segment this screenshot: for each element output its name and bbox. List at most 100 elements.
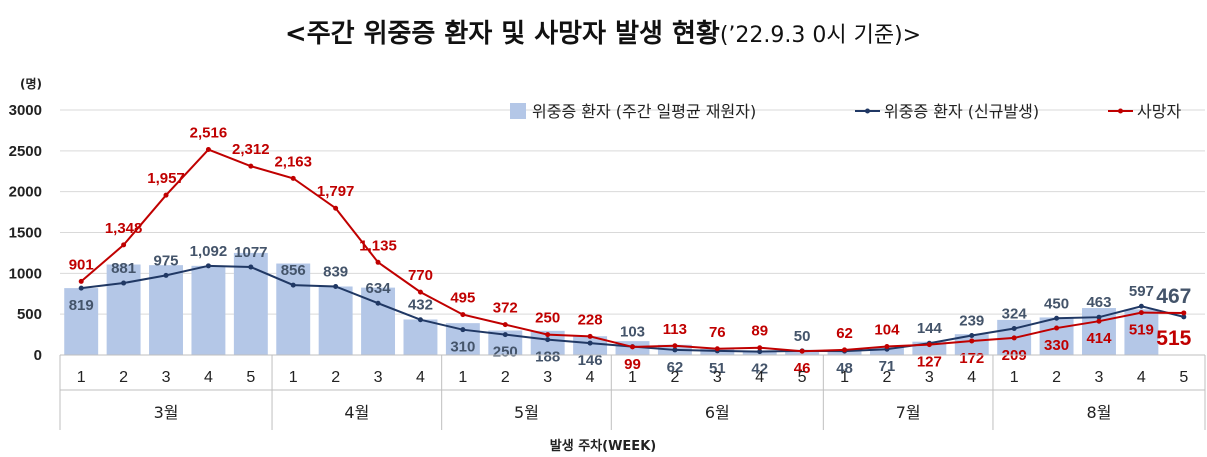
x-tick-week: 5	[798, 369, 807, 386]
legend-label-bar: 위중증 환자 (주간 일평균 재원자)	[532, 102, 756, 121]
point-deaths	[290, 175, 296, 181]
data-label-new-severe: 856	[281, 262, 306, 279]
x-tick-week: 1	[1010, 369, 1019, 386]
x-tick-month: 5월	[514, 403, 539, 422]
data-label-new-severe: 839	[323, 263, 348, 280]
point-deaths	[757, 345, 763, 351]
y-tick-label: 500	[17, 306, 42, 323]
legend-label-new-severe: 위중증 환자 (신규발생)	[884, 102, 1039, 121]
y-tick-label: 0	[34, 347, 42, 364]
x-tick-week: 3	[925, 369, 934, 386]
point-deaths	[714, 346, 720, 352]
data-label-new-severe: 463	[1086, 294, 1111, 311]
point-deaths	[842, 347, 848, 353]
point-new-severe	[502, 332, 508, 338]
point-new-severe	[672, 347, 678, 353]
x-tick-month: 3월	[154, 403, 179, 422]
data-label-deaths: 76	[709, 324, 726, 341]
point-new-severe	[248, 264, 254, 270]
data-label-deaths: 515	[1156, 327, 1191, 350]
x-tick-month: 6월	[705, 403, 730, 422]
data-label-new-severe: 1077	[234, 244, 267, 261]
chart-title: <주간 위중증 환자 및 사망자 발생 현황(’22.9.3 0시 기준)>	[285, 19, 921, 49]
y-tick-label: 3000	[9, 102, 42, 119]
data-label-deaths: 372	[493, 300, 518, 317]
legend-label-deaths: 사망자	[1137, 102, 1181, 121]
data-label-deaths: 519	[1129, 322, 1154, 339]
x-tick-month: 8월	[1087, 403, 1112, 422]
y-tick-label: 2500	[9, 143, 42, 160]
y-tick-label: 2000	[9, 184, 42, 201]
x-tick-week: 4	[755, 369, 764, 386]
point-new-severe	[545, 337, 551, 343]
y-tick-label: 1000	[9, 265, 42, 282]
data-label-deaths: 2,312	[232, 141, 270, 158]
data-label-new-severe: 48	[836, 360, 853, 377]
x-tick-week: 5	[246, 369, 255, 386]
point-new-severe	[1054, 315, 1060, 321]
point-deaths	[926, 342, 932, 348]
chart-title-sub: (’22.9.3 0시 기준)>	[720, 23, 921, 48]
data-label-new-severe: 432	[408, 297, 433, 314]
x-tick-week: 1	[289, 369, 298, 386]
x-tick-month: 4월	[344, 403, 369, 422]
data-label-new-severe: 881	[111, 260, 136, 277]
data-label-new-severe: 1,092	[190, 243, 228, 260]
x-tick-week: 4	[586, 369, 595, 386]
bar-inpatient	[1124, 309, 1159, 355]
data-label-new-severe: 634	[366, 280, 392, 297]
y-unit-label: (명)	[20, 77, 42, 91]
bar-inpatient	[64, 288, 99, 355]
data-label-deaths: 228	[578, 311, 603, 328]
data-label-new-severe: 239	[959, 312, 984, 329]
point-deaths	[672, 343, 678, 349]
data-label-deaths: 770	[408, 267, 433, 284]
x-tick-week: 3	[374, 369, 383, 386]
y-axis-ticks: 0 500 1000 1500 2000 2500 3000	[9, 102, 42, 364]
data-labels: 901 819 1,348 881 1,957 975 2,516 1,092 2,312 107…	[69, 125, 1192, 378]
data-label-deaths: 172	[959, 350, 984, 367]
point-new-severe	[417, 317, 423, 323]
point-deaths	[1096, 318, 1102, 324]
x-tick-week: 2	[501, 369, 510, 386]
data-label-deaths: 901	[69, 256, 94, 273]
point-new-severe	[290, 282, 296, 288]
data-label-deaths: 1,348	[105, 220, 143, 237]
x-tick-week: 1	[77, 369, 86, 386]
x-axis-title: 발생 주차(WEEK)	[550, 438, 656, 454]
point-new-severe	[78, 285, 84, 291]
data-label-deaths: 104	[874, 322, 900, 339]
data-label-deaths: 414	[1086, 330, 1112, 347]
data-label-new-severe: 103	[620, 324, 645, 341]
bar-inpatient	[318, 286, 353, 355]
x-tick-week: 2	[119, 369, 128, 386]
point-new-severe	[757, 349, 763, 355]
point-deaths	[163, 192, 169, 198]
point-new-severe	[969, 332, 975, 338]
data-label-new-severe: 467	[1156, 285, 1191, 308]
data-label-new-severe: 50	[794, 328, 811, 345]
point-new-severe	[1011, 326, 1017, 332]
point-deaths	[1138, 310, 1144, 316]
x-tick-week: 3	[543, 369, 552, 386]
point-deaths	[375, 259, 381, 265]
data-label-new-severe: 146	[578, 352, 603, 369]
data-label-new-severe: 51	[709, 360, 726, 377]
data-label-new-severe: 71	[879, 358, 896, 375]
point-deaths	[1054, 325, 1060, 331]
point-deaths	[248, 163, 254, 169]
data-label-new-severe: 62	[667, 359, 684, 376]
point-new-severe	[1138, 303, 1144, 309]
bar-inpatient	[149, 265, 183, 355]
data-label-new-severe: 188	[535, 349, 560, 366]
data-label-new-severe: 144	[917, 320, 943, 337]
point-deaths	[502, 322, 508, 328]
data-label-new-severe: 819	[69, 297, 94, 314]
x-tick-week: 1	[458, 369, 467, 386]
data-label-new-severe: 324	[1002, 306, 1028, 323]
point-deaths	[799, 348, 805, 354]
legend-swatch-bar	[510, 103, 526, 119]
x-tick-week: 2	[1052, 369, 1061, 386]
point-new-severe	[375, 300, 381, 306]
bar-inpatient	[403, 319, 438, 355]
